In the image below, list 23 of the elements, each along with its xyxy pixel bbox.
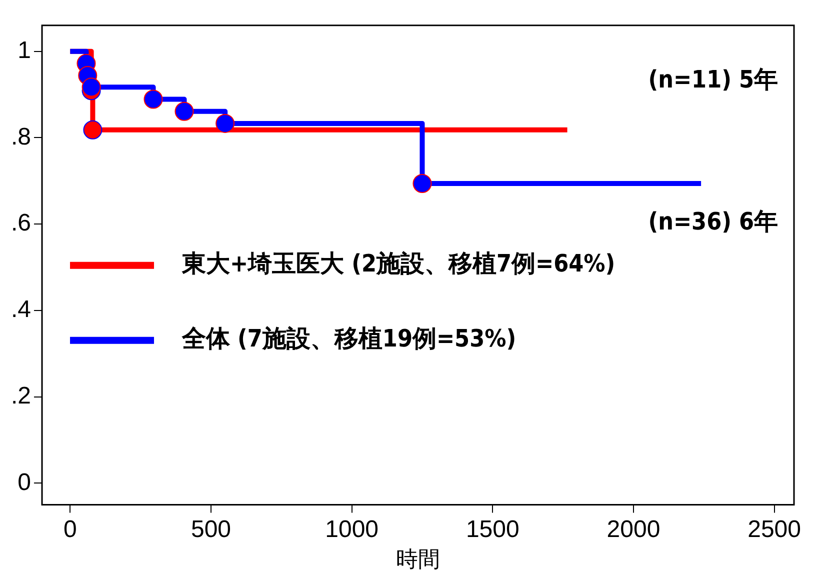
point: [144, 90, 163, 109]
point: [83, 120, 102, 140]
y-tick-label: 0: [18, 468, 32, 496]
point: [216, 114, 235, 133]
y-tick-label: 1: [18, 36, 32, 64]
legend-label: 全体 (7施設、移植19例=53%): [181, 324, 516, 353]
x-tick-label: 0: [64, 516, 77, 543]
legend-label: 東大+埼玉医大 (2施設、移植7例=64%): [181, 250, 616, 278]
x-axis-title: 時間: [396, 548, 440, 573]
y-tick-label: .8: [11, 123, 32, 150]
x-tick-label: 2500: [748, 516, 801, 543]
x-tick-label: 500: [190, 516, 232, 543]
x-tick-label: 2000: [606, 516, 660, 543]
point: [174, 102, 194, 121]
x-tick-label: 1000: [325, 516, 379, 543]
annotation: (n=36) 6年: [648, 208, 778, 236]
y-tick-label: .6: [11, 210, 32, 237]
point: [412, 174, 432, 193]
x-tick-label: 1500: [466, 516, 520, 543]
point: [82, 78, 101, 97]
annotation: (n=11) 5年: [648, 66, 778, 94]
y-tick-label: .4: [11, 296, 32, 324]
y-tick-label: .2: [11, 382, 32, 410]
